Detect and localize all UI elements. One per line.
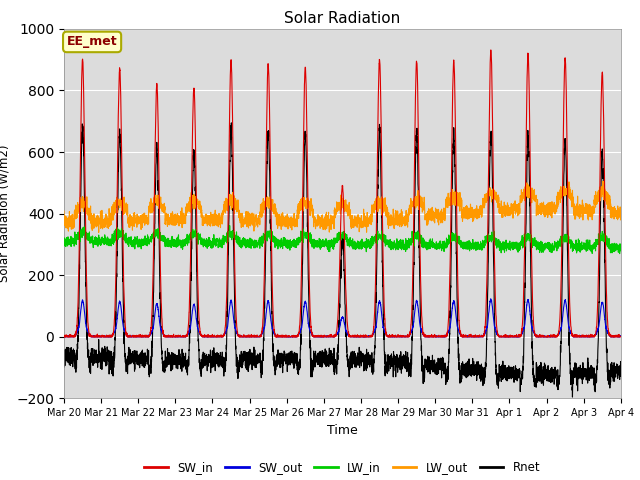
LW_out — [616, 212, 624, 217]
LW_out — [95, 229, 102, 235]
LW_in — [436, 244, 444, 250]
LW_in — [226, 223, 234, 228]
LW_out — [322, 212, 330, 217]
LW_in — [60, 238, 68, 244]
SW_out — [60, 334, 68, 340]
LW_in — [322, 240, 330, 246]
SW_out — [322, 333, 330, 339]
Rnet — [616, 371, 624, 377]
Y-axis label: Solar Radiation (W/m2): Solar Radiation (W/m2) — [0, 145, 11, 282]
SW_out — [616, 334, 624, 339]
Legend: SW_in, SW_out, LW_in, LW_out, Rnet: SW_in, SW_out, LW_in, LW_out, Rnet — [140, 456, 545, 479]
Rnet — [467, 371, 475, 377]
Line: SW_out: SW_out — [64, 299, 621, 337]
Rnet — [322, 363, 330, 369]
Line: LW_in: LW_in — [64, 226, 621, 253]
Title: Solar Radiation: Solar Radiation — [284, 11, 401, 26]
LW_out — [161, 206, 168, 212]
SW_in — [322, 333, 330, 339]
SW_out — [467, 334, 475, 340]
SW_out — [436, 334, 444, 340]
SW_in — [617, 334, 625, 340]
X-axis label: Time: Time — [327, 424, 358, 437]
LW_out — [617, 213, 625, 218]
LW_in — [499, 239, 507, 245]
Line: LW_out: LW_out — [64, 181, 621, 232]
LW_out — [60, 208, 68, 214]
LW_in — [616, 251, 623, 256]
SW_in — [60, 334, 68, 340]
Rnet — [160, 358, 168, 364]
Line: Rnet: Rnet — [64, 123, 621, 397]
LW_in — [616, 248, 624, 254]
SW_out — [487, 296, 495, 302]
SW_in — [467, 334, 475, 340]
SW_in — [499, 334, 507, 340]
Rnet — [499, 358, 507, 364]
LW_out — [467, 209, 475, 215]
SW_out — [617, 334, 625, 339]
SW_in — [487, 47, 495, 53]
Rnet — [60, 364, 68, 370]
SW_in — [160, 334, 168, 340]
LW_in — [160, 233, 168, 239]
SW_out — [160, 332, 168, 338]
Rnet — [617, 365, 625, 371]
Rnet — [227, 120, 235, 126]
LW_in — [617, 242, 625, 248]
Rnet — [568, 394, 576, 400]
Rnet — [436, 364, 444, 370]
SW_out — [499, 334, 507, 339]
LW_out — [599, 178, 607, 184]
LW_out — [436, 214, 444, 219]
Line: SW_in: SW_in — [64, 50, 621, 337]
Text: EE_met: EE_met — [67, 36, 117, 48]
SW_in — [436, 334, 444, 339]
SW_in — [616, 333, 624, 339]
LW_in — [467, 247, 475, 252]
LW_out — [499, 215, 507, 220]
